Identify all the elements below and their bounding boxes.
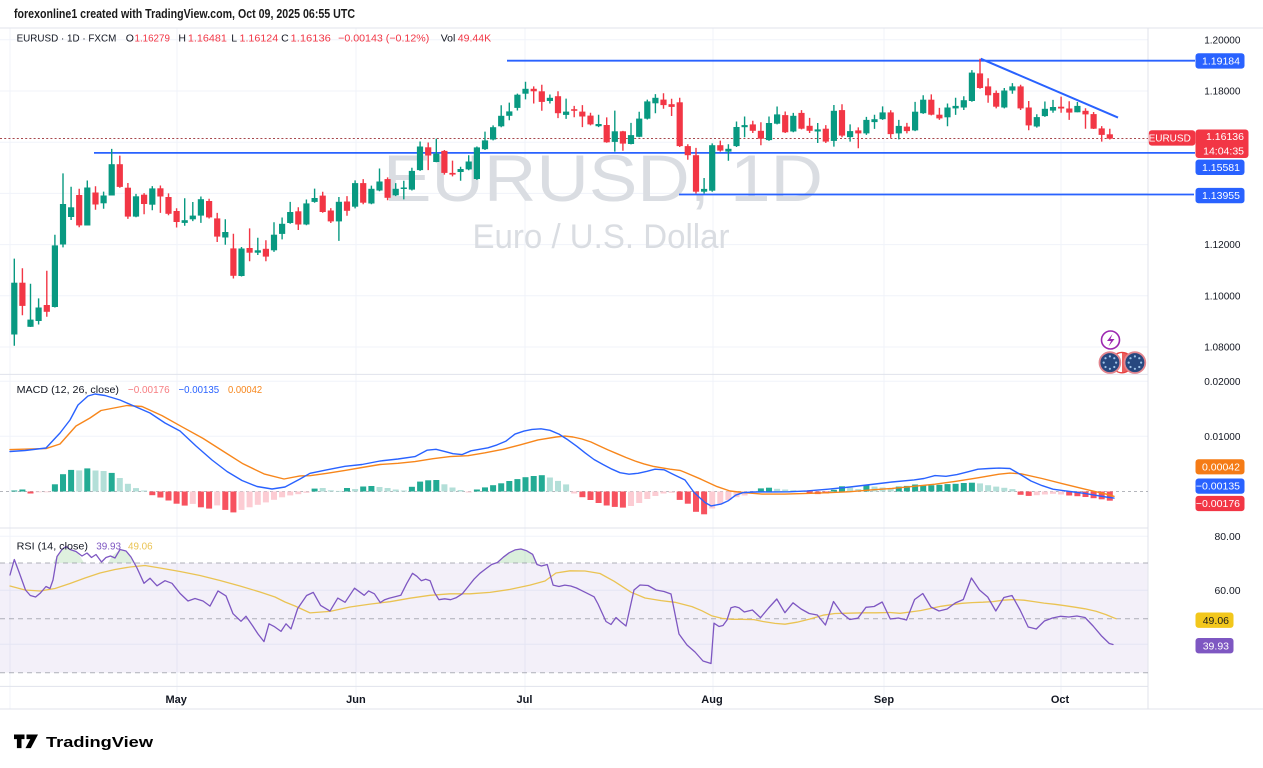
- svg-text:Sep: Sep: [874, 694, 894, 706]
- svg-text:39.93: 39.93: [1203, 640, 1229, 652]
- svg-text:80.00: 80.00: [1215, 532, 1241, 543]
- svg-text:1.16279: 1.16279: [135, 32, 171, 44]
- svg-text:1.12000: 1.12000: [1204, 240, 1241, 251]
- svg-text:1.20000: 1.20000: [1204, 35, 1241, 46]
- svg-text:0.00042: 0.00042: [1202, 461, 1240, 473]
- svg-text:Aug: Aug: [701, 694, 722, 706]
- svg-text:39.93: 39.93: [96, 541, 121, 553]
- svg-text:−0.00176: −0.00176: [128, 384, 170, 396]
- svg-text:Euro / U.S. Dollar: Euro / U.S. Dollar: [473, 218, 730, 256]
- svg-text:1.13955: 1.13955: [1202, 190, 1240, 202]
- svg-text:0.02000: 0.02000: [1204, 377, 1241, 388]
- svg-text:0.00042: 0.00042: [228, 384, 262, 396]
- svg-text:1.19184: 1.19184: [1202, 56, 1240, 68]
- svg-text:1.16136: 1.16136: [291, 32, 332, 44]
- svg-text:MACD (12, 26, close): MACD (12, 26, close): [17, 384, 119, 396]
- svg-text:TradingView: TradingView: [46, 734, 153, 751]
- svg-text:60.00: 60.00: [1215, 586, 1241, 597]
- svg-text:49.44K: 49.44K: [458, 32, 491, 44]
- svg-text:Oct: Oct: [1051, 694, 1070, 706]
- svg-text:1.16481: 1.16481: [188, 32, 227, 44]
- svg-text:−0.00176: −0.00176: [1196, 498, 1240, 510]
- svg-text:O: O: [126, 32, 134, 44]
- svg-text:EURUSD · 1D · FXCM: EURUSD · 1D · FXCM: [17, 32, 117, 44]
- svg-text:H: H: [178, 32, 186, 44]
- svg-text:−0.00135: −0.00135: [179, 384, 220, 396]
- svg-text:−0.00143 (−0.12%): −0.00143 (−0.12%): [338, 32, 429, 44]
- svg-text:49.06: 49.06: [1203, 615, 1229, 627]
- svg-text:14:04:35: 14:04:35: [1203, 146, 1244, 158]
- svg-text:L: L: [231, 32, 237, 44]
- svg-text:49.06: 49.06: [128, 541, 153, 553]
- svg-text:Vol: Vol: [441, 32, 456, 44]
- svg-text:Jul: Jul: [517, 694, 533, 706]
- svg-text:Jun: Jun: [346, 694, 366, 706]
- svg-text:1.18000: 1.18000: [1204, 87, 1241, 98]
- svg-text:1.15581: 1.15581: [1202, 162, 1240, 174]
- svg-text:May: May: [165, 694, 187, 706]
- svg-text:EURUSD: EURUSD: [1149, 134, 1191, 145]
- svg-text:1.16136: 1.16136: [1206, 131, 1244, 143]
- svg-text:1.08000: 1.08000: [1204, 343, 1241, 354]
- svg-text:−0.00135: −0.00135: [1196, 481, 1240, 493]
- svg-text:C: C: [281, 32, 289, 44]
- svg-text:forexonline1 created with Trad: forexonline1 created with TradingView.co…: [14, 7, 355, 21]
- svg-text:RSI (14, close): RSI (14, close): [17, 541, 88, 553]
- svg-text:0.01000: 0.01000: [1204, 432, 1241, 443]
- svg-text:1.10000: 1.10000: [1204, 291, 1241, 302]
- svg-text:1.16124: 1.16124: [240, 32, 279, 44]
